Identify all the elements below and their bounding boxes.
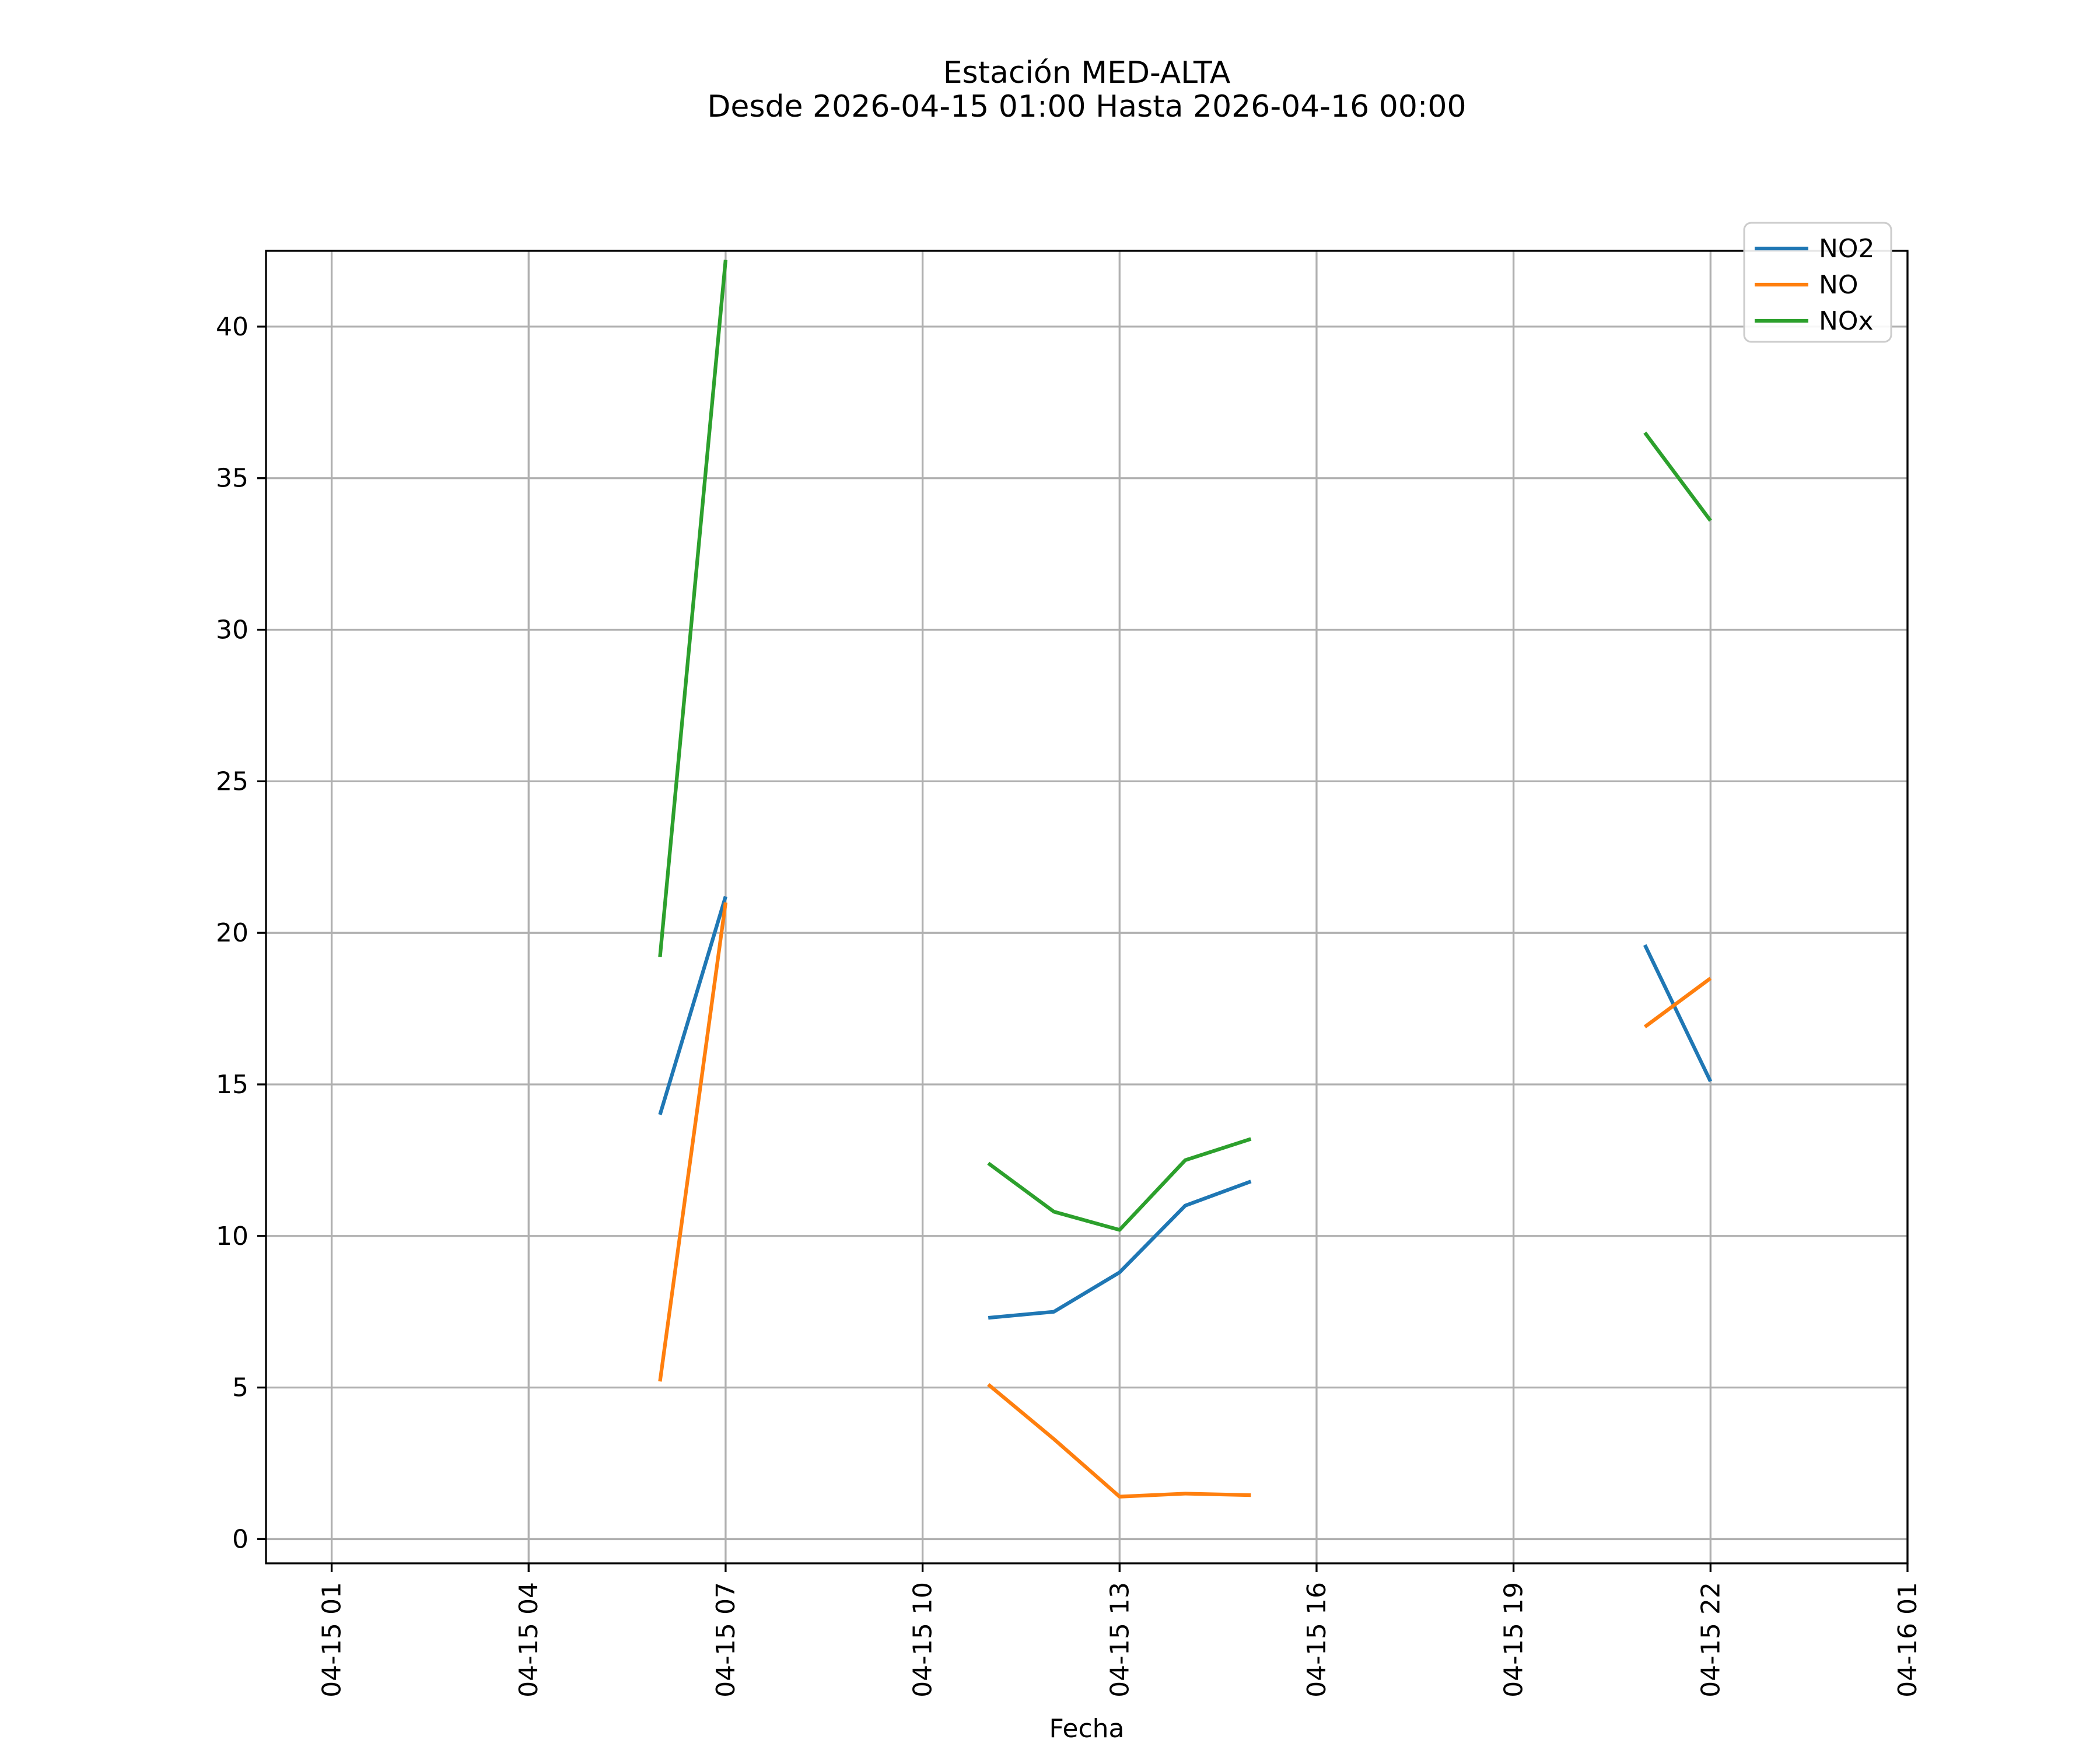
- series-line-NOx: [987, 1137, 1252, 1232]
- x-tick-label: 04-15 04: [514, 1582, 544, 1698]
- series-line-NO2: [988, 1180, 1252, 1320]
- y-tick-label: 15: [216, 1070, 249, 1100]
- y-tick-label: 35: [216, 464, 249, 494]
- series-NO2: [658, 895, 1713, 1320]
- series-line-NOx: [1643, 431, 1712, 522]
- x-axis-label: Fecha: [1049, 1714, 1125, 1744]
- x-tick-label: 04-15 13: [1105, 1582, 1135, 1698]
- legend-item-NOx: NOx: [1755, 306, 1874, 336]
- series-line-NO2: [1643, 944, 1713, 1083]
- legend-box: [1743, 222, 1892, 343]
- x-tick-label: 04-16 01: [1893, 1582, 1923, 1698]
- gridlines: [266, 251, 1909, 1563]
- series-NOx: [658, 260, 1712, 1232]
- axis-ticks: 0 5 10 15 20 25 30 35 40 04-15 01 04-15 04 04-15 07…: [216, 312, 1923, 1698]
- y-tick-label: 25: [216, 766, 249, 796]
- y-tick-label: 10: [216, 1222, 249, 1251]
- x-tick-label: 04-15 01: [317, 1582, 347, 1698]
- legend-label-NO: NO: [1819, 270, 1859, 300]
- series-line-NO: [1643, 977, 1712, 1028]
- chart-subtitle: Desde 2026-04-15 01:00 Hasta 2026-04-16 …: [707, 89, 1466, 124]
- x-tick-label: 04-15 16: [1302, 1582, 1332, 1698]
- series-line-NO: [658, 902, 728, 1382]
- series-line-NO: [987, 1382, 1251, 1499]
- y-tick-label: 0: [232, 1524, 249, 1554]
- x-tick-label: 04-15 19: [1499, 1582, 1529, 1698]
- x-tick-label: 04-15 10: [908, 1582, 938, 1698]
- x-tick-label: 04-15 22: [1696, 1582, 1726, 1698]
- chart-title: Estación MED-ALTA: [943, 55, 1231, 90]
- y-tick-label: 5: [232, 1373, 249, 1403]
- legend: NO2 NO NOx: [1743, 222, 1892, 343]
- plot-spines: [265, 250, 1909, 1564]
- legend-item-NO: NO: [1755, 270, 1859, 300]
- series-line-NO2: [658, 895, 727, 1115]
- legend-label-NO2: NO2: [1819, 234, 1875, 264]
- y-tick-label: 20: [216, 918, 249, 948]
- legend-label-NOx: NOx: [1819, 306, 1874, 336]
- series-NO: [658, 902, 1712, 1499]
- series-line-NOx: [658, 260, 728, 957]
- y-tick-label: 40: [216, 312, 249, 342]
- x-tick-label: 04-15 07: [711, 1582, 741, 1698]
- legend-item-NO2: NO2: [1755, 234, 1875, 264]
- y-tick-label: 30: [216, 615, 249, 645]
